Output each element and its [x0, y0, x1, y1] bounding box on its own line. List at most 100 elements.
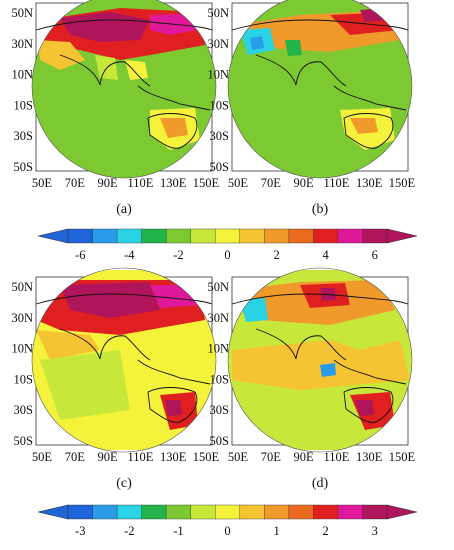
colorbar-swatch: [67, 504, 94, 520]
colorbar-swatch: [165, 228, 192, 244]
colorbar-swatch: [116, 228, 143, 244]
colorbar-arrow-right: [386, 228, 418, 244]
lon-label-d: 110E: [323, 450, 349, 464]
lat-label-d: 30S: [210, 403, 230, 417]
lat-label-a: 10S: [14, 98, 34, 112]
colorbar-swatch: [288, 504, 314, 520]
colorbar-swatch: [190, 504, 216, 520]
lon-label-b: 130E: [356, 176, 383, 190]
lat-label-a: 10N: [11, 68, 33, 82]
lat-label-c: 10N: [11, 342, 33, 356]
panel-c: [31, 267, 217, 453]
colorbar-swatch: [264, 504, 290, 520]
lat-label-d: 10N: [207, 342, 229, 356]
lon-label-c: 50E: [32, 450, 53, 464]
colorbar-swatch: [362, 228, 388, 244]
colorbar-arrow-left: [37, 228, 69, 244]
panel-d-coastlines: [231, 293, 409, 423]
colorbar-swatch: [337, 228, 364, 244]
colorbar-tick-label: 6: [372, 248, 378, 262]
colorbar-swatch: [288, 228, 314, 244]
panel-b-field: [228, 0, 412, 178]
lat-label-a: 50N: [11, 6, 33, 20]
lon-label-a: 110E: [127, 176, 153, 190]
colorbar-swatch: [239, 504, 265, 520]
colorbar-tick-label: 3: [372, 524, 378, 538]
lat-label-c: 30S: [14, 403, 34, 417]
colorbar-swatch: [92, 504, 118, 520]
colorbar-swatch: [141, 504, 167, 520]
lon-label-c: 110E: [127, 450, 153, 464]
colorbar-swatch: [67, 228, 94, 244]
colorbar-arrow-right: [386, 504, 418, 520]
colorbar-arrow-left: [37, 504, 69, 520]
colorbar-top: -6 -4 -2 0 2 4 6: [37, 228, 418, 262]
lon-label-a: 70E: [65, 176, 86, 190]
colorbar-swatch: [215, 504, 241, 520]
colorbar-tick-label: 1: [273, 524, 279, 538]
lat-label-c: 30N: [11, 311, 33, 325]
lon-label-b: 110E: [323, 176, 349, 190]
colorbar-tick-label: -1: [173, 524, 183, 538]
colorbar-swatch: [190, 228, 216, 244]
axis-labels: 50N 30N 10N 10S 30S 50S 50E 70E 90E 110E 130E 150E (…: [11, 6, 415, 491]
colorbar-swatch: [313, 504, 339, 520]
colorbar-bottom: -3 -2 -1 0 1 2 3: [37, 504, 418, 538]
colorbar-swatch: [141, 228, 167, 244]
panel-label-d: (d): [312, 476, 329, 491]
lat-label-b: 30S: [210, 129, 230, 143]
colorbar-swatch: [264, 228, 290, 244]
lat-label-a: 50S: [14, 160, 34, 174]
lat-label-b: 50N: [207, 6, 229, 20]
colorbar-swatch: [92, 228, 118, 244]
colorbar-tick-label: 0: [224, 248, 230, 262]
panel-b-coastlines: [231, 19, 409, 149]
lat-label-d: 50N: [207, 280, 229, 294]
colorbar-tick-label: -3: [75, 524, 85, 538]
lat-label-d: 10S: [210, 372, 230, 386]
lon-label-a: 90E: [98, 176, 119, 190]
lon-label-d: 50E: [228, 450, 249, 464]
colorbar-tick-label: 2: [273, 248, 279, 262]
colorbar-tick-label: -2: [124, 524, 134, 538]
colorbar-swatch: [313, 228, 339, 244]
colorbar-tick-label: -6: [75, 248, 85, 262]
lat-label-c: 50S: [14, 434, 34, 448]
colorbar-tick-label: 0: [224, 524, 230, 538]
lat-label-b: 30N: [207, 37, 229, 51]
lon-label-d: 150E: [389, 450, 416, 464]
lat-label-b: 50S: [210, 160, 230, 174]
panel-c-field: [32, 270, 216, 450]
lat-label-c: 10S: [14, 372, 34, 386]
lat-label-b: 10S: [210, 98, 230, 112]
lat-label-a: 30S: [14, 129, 34, 143]
colorbar-tick-label: 4: [323, 248, 330, 262]
lon-label-c: 70E: [65, 450, 86, 464]
colorbar-swatch: [215, 228, 241, 244]
colorbar-tick-label: 2: [323, 524, 329, 538]
lon-label-c: 150E: [193, 450, 220, 464]
panel-label-b: (b): [312, 202, 329, 217]
colorbar-swatch: [337, 504, 364, 520]
colorbar-swatch: [362, 504, 388, 520]
lon-label-c: 90E: [98, 450, 119, 464]
lon-label-a: 130E: [160, 176, 187, 190]
lon-label-b: 70E: [261, 176, 282, 190]
panel-d-field: [228, 270, 412, 450]
lat-label-b: 10N: [207, 68, 229, 82]
lat-label-d: 50S: [210, 434, 230, 448]
lon-label-d: 90E: [294, 450, 315, 464]
colorbar-tick-label: -2: [173, 248, 183, 262]
lon-label-b: 150E: [389, 176, 416, 190]
colorbar-tick-label: -4: [124, 248, 135, 262]
panel-label-a: (a): [116, 202, 132, 217]
panel-a-coastlines: [35, 19, 213, 149]
colorbar-swatch: [116, 504, 143, 520]
lon-label-a: 150E: [193, 176, 220, 190]
panel-a: [31, 0, 217, 179]
lon-label-d: 70E: [261, 450, 282, 464]
lon-label-b: 50E: [228, 176, 249, 190]
lat-label-a: 30N: [11, 37, 33, 51]
panel-d: [227, 267, 413, 453]
colorbar-swatch: [239, 228, 265, 244]
